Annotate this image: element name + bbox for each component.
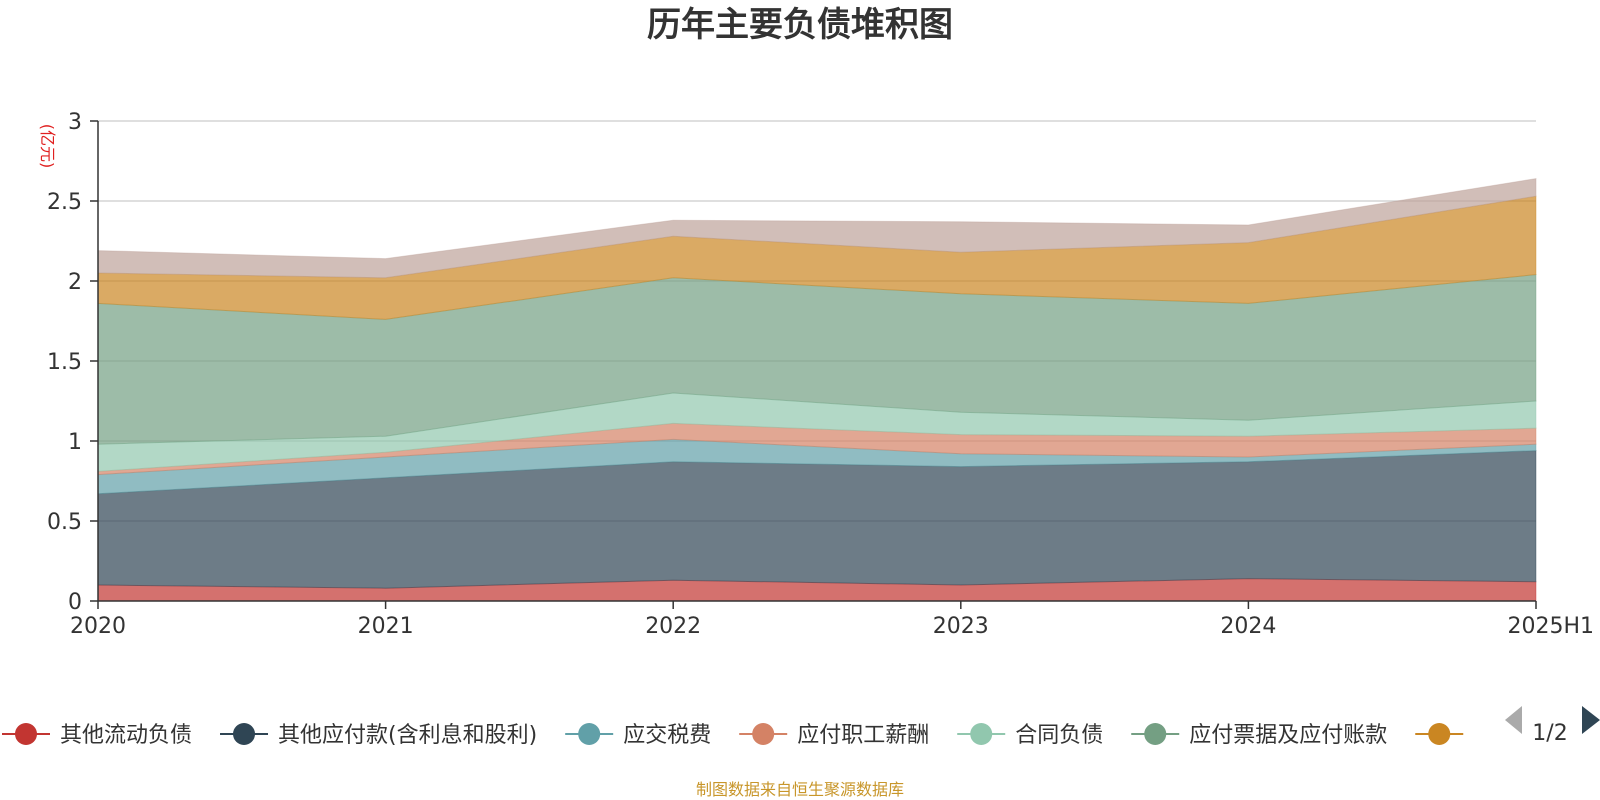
x-tick-label-0: 2020 [70,614,126,639]
legend-marker-1 [233,723,256,745]
chart-title: 历年主要负债堆积图 [647,5,953,45]
legend-marker-3 [752,723,775,745]
legend-marker-0 [15,723,37,745]
legend-item-2[interactable]: 应交税费 [565,723,711,748]
axes [90,120,1537,609]
legend-marker-5 [1144,723,1167,745]
x-tick-label-2: 2022 [645,614,701,639]
legend-item-1[interactable]: 其他应付款(含利息和股利) [220,723,537,748]
y-axis-unit-label: (亿元) [38,124,57,169]
x-tick-label-1: 2021 [358,614,414,639]
legend-item-5[interactable]: 应付票据及应付账款 [1131,723,1387,748]
x-tick-label-5: 2025H1 [1507,614,1594,639]
legend-marker-4 [970,723,993,745]
legend-item-6[interactable] [1415,723,1464,745]
y-tick-label-4: 2 [68,270,82,295]
area-series-7 [97,178,1537,279]
legend-label-1: 其他应付款(含利息和股利) [278,723,537,748]
y-tick-label-2: 1 [68,430,82,455]
legend: 其他流动负债 其他应付款(含利息和股利) 应交税费 应付职工薪酬 合同负债 应付票据及应付… [2,723,1464,748]
legend-label-0: 其他流动负债 [60,723,192,748]
legend-label-3: 应付职工薪酬 [797,723,929,748]
y-tick-label-6: 3 [68,110,82,135]
y-tick-label-5: 2.5 [47,190,82,215]
legend-next-page-icon[interactable] [1582,706,1600,734]
legend-marker-6 [1428,723,1451,745]
x-tick-labels: 2020 2021 2022 2023 2024 2025H1 [70,614,1594,639]
legend-item-4[interactable]: 合同负债 [957,723,1103,748]
legend-label-2: 应交税费 [623,723,711,748]
y-tick-label-3: 1.5 [47,350,82,375]
legend-item-3[interactable]: 应付职工薪酬 [739,723,929,748]
legend-marker-2 [578,723,601,745]
y-tick-labels: 0 0.5 1 1.5 2 2.5 3 [47,110,82,615]
x-tick-label-4: 2024 [1220,614,1276,639]
x-tick-label-3: 2023 [933,614,989,639]
legend-label-4: 合同负债 [1015,723,1103,748]
legend-pager: 1/2 [1505,706,1600,746]
area-series-group [97,178,1537,602]
y-tick-label-1: 0.5 [47,510,82,535]
legend-prev-page-icon[interactable] [1505,706,1522,734]
legend-label-5: 应付票据及应付账款 [1189,723,1387,748]
legend-item-0[interactable]: 其他流动负债 [2,723,192,748]
y-tick-label-0: 0 [68,590,82,615]
legend-page-indicator: 1/2 [1532,721,1567,746]
data-source-note: 制图数据来自恒生聚源数据库 [696,780,904,799]
